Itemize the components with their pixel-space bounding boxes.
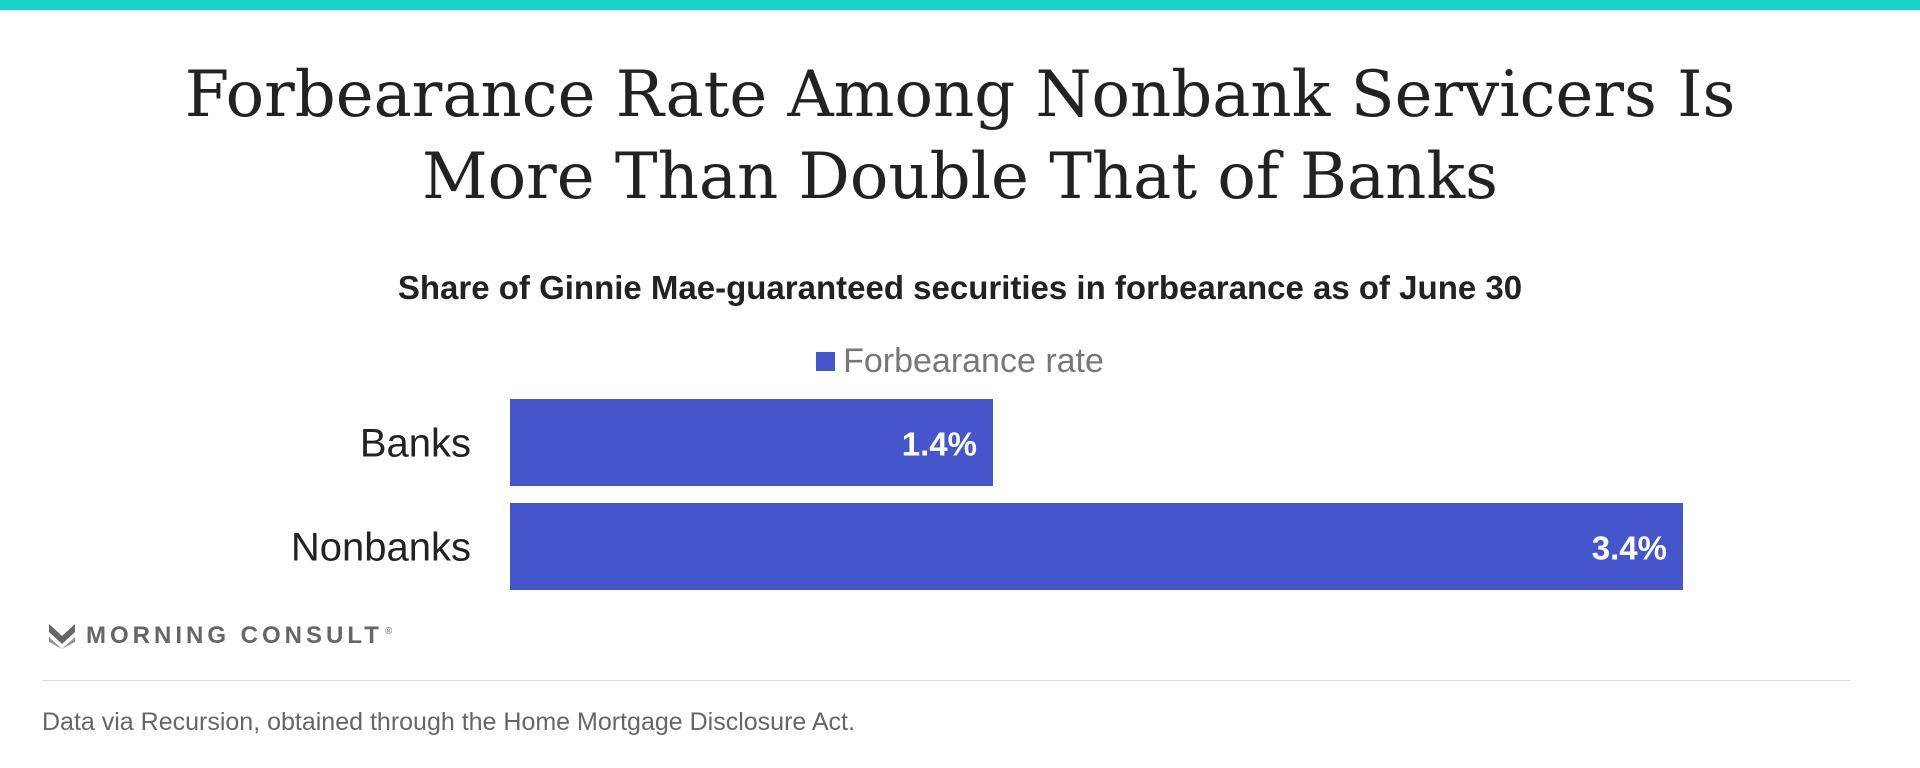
legend-label: Forbearance rate	[843, 342, 1104, 380]
value-label-nonbanks: 3.4%	[1592, 530, 1667, 567]
morning-consult-logo-icon	[49, 624, 75, 649]
top-accent-bar	[0, 0, 1920, 10]
registered-mark: ®	[384, 626, 393, 637]
legend-swatch	[816, 352, 836, 371]
bar-chart: Banks 1.4% Nonbanks 3.4%	[291, 399, 1683, 590]
bar-banks	[510, 399, 993, 486]
brand-logo: MORNING CONSULT ®	[48, 622, 392, 650]
chart-title: Forbearance Rate Among Nonbank Servicers…	[0, 54, 1920, 218]
bar-nonbanks	[510, 503, 1683, 590]
footer-divider	[42, 680, 1850, 681]
category-label-banks: Banks	[360, 422, 471, 466]
brand-name: MORNING CONSULT ®	[86, 622, 392, 650]
chart-title-line-2: More Than Double That of Banks	[422, 140, 1498, 214]
chart-legend: Forbearance rate	[0, 342, 1920, 381]
value-label-banks: 1.4%	[902, 426, 977, 463]
source-note: Data via Recursion, obtained through the…	[42, 708, 855, 736]
category-label-nonbanks: Nonbanks	[291, 526, 471, 570]
brand-name-text: MORNING CONSULT	[86, 622, 383, 649]
chart-title-line-1: Forbearance Rate Among Nonbank Servicers…	[184, 58, 1736, 132]
chart-subtitle: Share of Ginnie Mae-guaranteed securitie…	[397, 269, 1523, 306]
